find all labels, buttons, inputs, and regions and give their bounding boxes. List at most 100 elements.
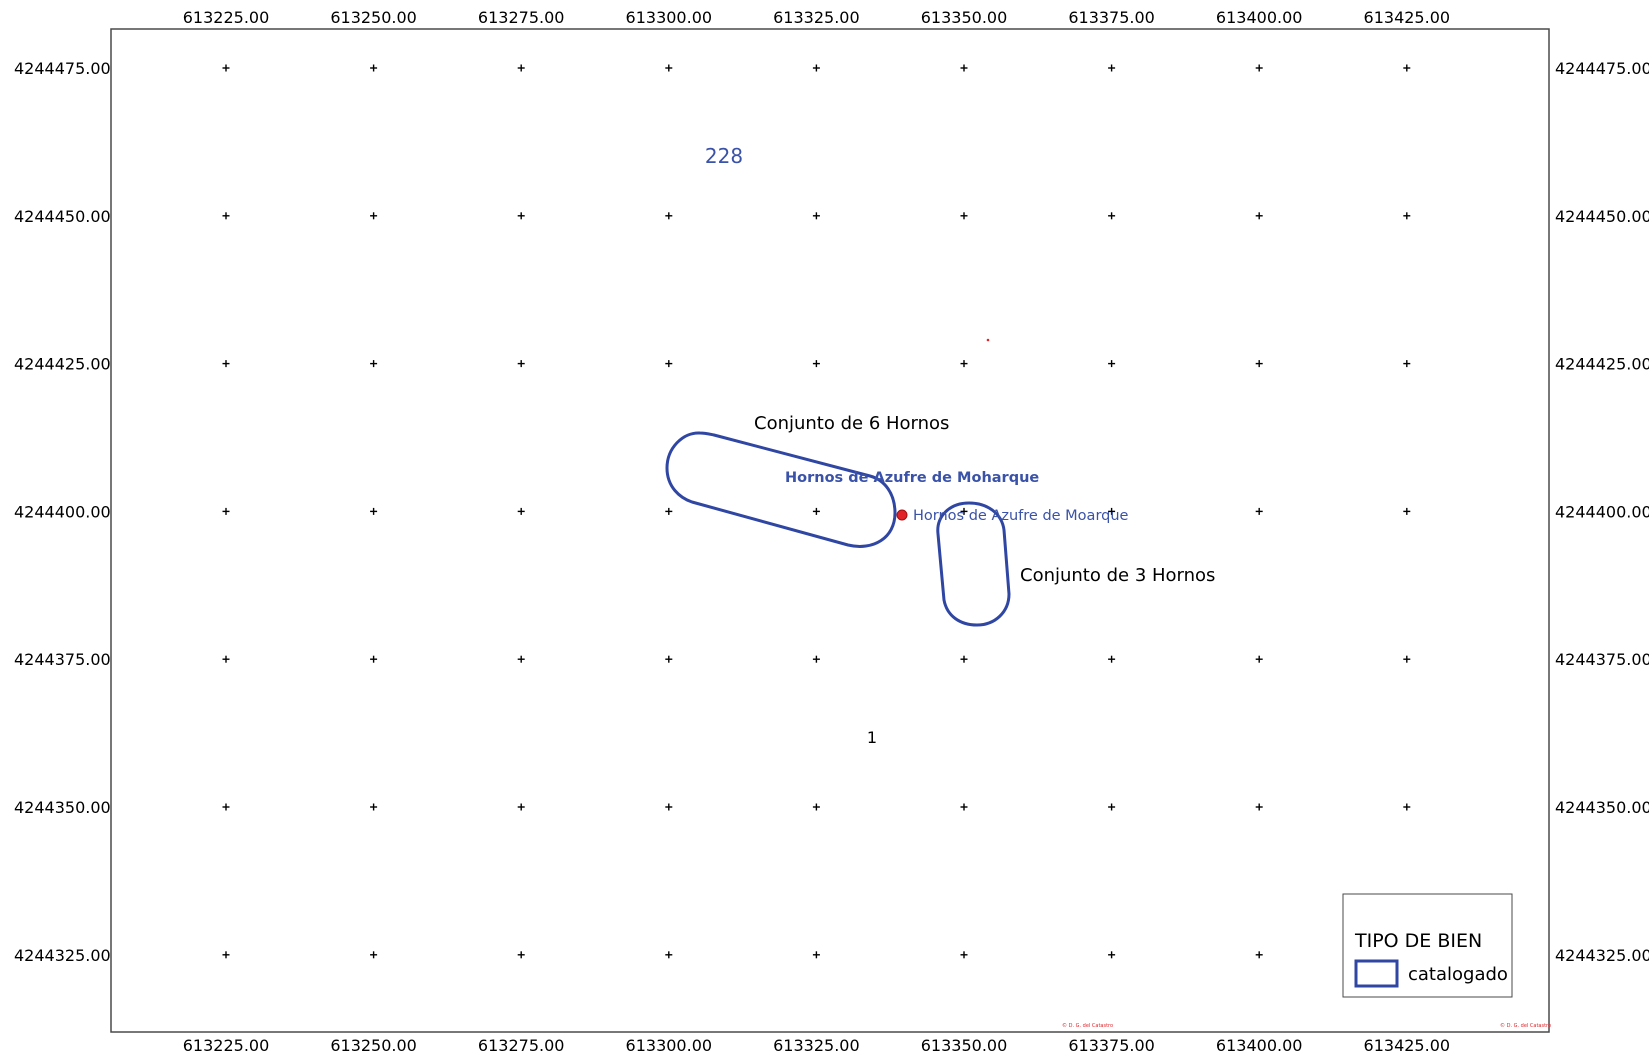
crosshair-icon <box>812 655 820 663</box>
crosshair-icon <box>960 655 968 663</box>
crosshair-icon <box>1108 951 1116 959</box>
crosshair-icon <box>370 655 378 663</box>
y-tick-label-left: 4244375.00 <box>14 650 111 669</box>
x-tick-label-bottom: 613350.00 <box>921 1036 1008 1055</box>
three-ovens-label: Conjunto de 3 Hornos <box>1020 565 1215 586</box>
x-tick-label-top: 613425.00 <box>1364 8 1451 27</box>
crosshair-icon <box>812 64 820 72</box>
crosshair-icon <box>1108 360 1116 368</box>
legend-item-label: catalogado <box>1408 964 1508 985</box>
x-axis-labels-top: 613225.00 613250.00 613275.00 613300.00 6133… <box>183 8 1450 27</box>
y-tick-label-right: 4244450.00 <box>1555 207 1649 226</box>
crosshair-icon <box>1403 212 1411 220</box>
crosshair-icon <box>222 64 230 72</box>
crosshair-icon <box>1403 360 1411 368</box>
crosshair-icon <box>370 212 378 220</box>
crosshair-icon <box>370 507 378 515</box>
y-tick-label-left: 4244425.00 <box>14 355 111 374</box>
crosshair-icon <box>1255 655 1263 663</box>
crosshair-icon <box>222 655 230 663</box>
crosshair-icon <box>960 360 968 368</box>
crosshair-icon <box>222 951 230 959</box>
crosshair-icon <box>1403 64 1411 72</box>
crosshair-icon <box>1108 507 1116 515</box>
six-ovens-outline[interactable] <box>665 431 897 548</box>
x-tick-label-bottom: 613275.00 <box>478 1036 565 1055</box>
crosshair-icon <box>370 951 378 959</box>
crosshair-icon <box>1108 212 1116 220</box>
crosshair-icon <box>222 507 230 515</box>
x-tick-label-bottom: 613375.00 <box>1068 1036 1155 1055</box>
crosshair-icon <box>1255 803 1263 811</box>
crosshair-icon <box>517 655 525 663</box>
crosshair-icon <box>1403 655 1411 663</box>
crosshair-icon <box>960 803 968 811</box>
x-tick-label-top: 613400.00 <box>1216 8 1303 27</box>
y-tick-label-left: 4244400.00 <box>14 502 111 521</box>
site-point-label: Hornos de Azufre de Moarque <box>913 508 1129 524</box>
y-tick-label-left: 4244325.00 <box>14 946 111 965</box>
copyright-center: © D. G. del Catastro <box>1062 1022 1113 1029</box>
crosshair-icon <box>960 951 968 959</box>
copyright-right: © D. G. del Catastro <box>1500 1022 1551 1029</box>
map-frame <box>110 28 1550 1033</box>
red-dot-icon[interactable] <box>896 509 908 521</box>
x-tick-label-bottom: 613400.00 <box>1216 1036 1303 1055</box>
crosshair-icon <box>517 951 525 959</box>
three-ovens-outline[interactable] <box>936 501 1011 627</box>
y-tick-label-left: 4244450.00 <box>14 207 111 226</box>
x-tick-label-top: 613375.00 <box>1068 8 1155 27</box>
legend-box <box>1342 893 1513 998</box>
y-tick-label-right: 4244375.00 <box>1555 650 1649 669</box>
grid-crosses <box>222 64 1411 959</box>
crosshair-icon <box>665 507 673 515</box>
crosshair-icon <box>1255 951 1263 959</box>
legend-outline-swatch <box>1354 959 1399 988</box>
crosshair-icon <box>1403 803 1411 811</box>
crosshair-icon <box>517 507 525 515</box>
crosshair-icon <box>1403 507 1411 515</box>
legend: TIPO DE BIEN catalogado <box>1342 893 1513 998</box>
crosshair-icon <box>960 507 968 515</box>
crosshair-icon <box>665 64 673 72</box>
crosshair-icon <box>1255 64 1263 72</box>
y-axis-labels-left: 4244475.00 4244450.00 4244425.00 4244400.00… <box>14 59 111 965</box>
x-axis-labels-bottom: 613225.00 613250.00 613275.00 613300.00 6133… <box>183 1036 1450 1055</box>
y-tick-label-left: 4244475.00 <box>14 59 111 78</box>
x-tick-label-bottom: 613425.00 <box>1364 1036 1451 1055</box>
crosshair-icon <box>517 64 525 72</box>
x-tick-label-top: 613300.00 <box>626 8 713 27</box>
crosshair-icon <box>1255 507 1263 515</box>
crosshair-icon <box>370 803 378 811</box>
crosshair-icon <box>665 655 673 663</box>
x-tick-label-top: 613325.00 <box>773 8 860 27</box>
crosshair-icon <box>370 360 378 368</box>
crosshair-icon <box>1108 64 1116 72</box>
x-tick-label-bottom: 613325.00 <box>773 1036 860 1055</box>
crosshair-icon <box>517 360 525 368</box>
crosshair-icon <box>222 803 230 811</box>
crosshair-icon <box>1255 360 1263 368</box>
crosshair-icon <box>812 212 820 220</box>
y-tick-label-right: 4244325.00 <box>1555 946 1649 965</box>
small-red-mark <box>986 338 990 342</box>
crosshair-icon <box>665 951 673 959</box>
crosshair-icon <box>812 803 820 811</box>
crosshair-icon <box>665 212 673 220</box>
x-tick-label-bottom: 613250.00 <box>330 1036 417 1055</box>
x-tick-label-top: 613275.00 <box>478 8 565 27</box>
x-tick-label-top: 613250.00 <box>330 8 417 27</box>
crosshair-icon <box>1108 655 1116 663</box>
six-ovens-label: Conjunto de 6 Hornos <box>754 413 949 434</box>
crosshair-icon <box>812 951 820 959</box>
crosshair-icon <box>812 507 820 515</box>
y-tick-label-right: 4244400.00 <box>1555 502 1649 521</box>
parcel-number-228: 228 <box>705 144 743 168</box>
x-tick-label-top: 613225.00 <box>183 8 270 27</box>
y-tick-label-left: 4244350.00 <box>14 798 111 817</box>
crosshair-icon <box>517 803 525 811</box>
y-tick-label-right: 4244350.00 <box>1555 798 1649 817</box>
crosshair-icon <box>222 212 230 220</box>
crosshair-icon <box>812 360 820 368</box>
